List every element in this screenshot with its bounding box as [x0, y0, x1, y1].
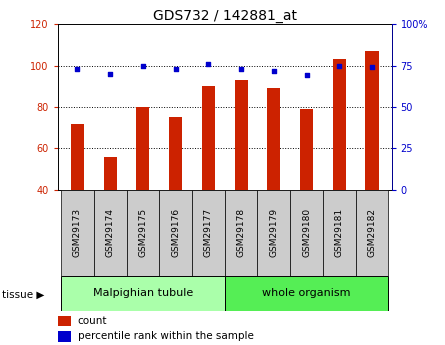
- Bar: [136, 107, 150, 190]
- Bar: [61, 190, 94, 276]
- Point: [238, 66, 245, 72]
- Bar: [333, 59, 346, 190]
- Text: GSM29180: GSM29180: [302, 208, 311, 257]
- Point: [205, 61, 212, 67]
- Text: GSM29177: GSM29177: [204, 208, 213, 257]
- Bar: [258, 190, 290, 276]
- Text: GSM29178: GSM29178: [237, 208, 246, 257]
- Text: GSM29181: GSM29181: [335, 208, 344, 257]
- Point: [270, 68, 277, 73]
- Text: GSM29176: GSM29176: [171, 208, 180, 257]
- Point: [172, 66, 179, 72]
- Bar: [267, 88, 280, 190]
- Text: tissue ▶: tissue ▶: [2, 290, 44, 300]
- Title: GDS732 / 142881_at: GDS732 / 142881_at: [153, 9, 297, 23]
- Text: GSM29175: GSM29175: [138, 208, 147, 257]
- Bar: [192, 190, 225, 276]
- Text: whole organism: whole organism: [262, 288, 351, 298]
- Text: GSM29179: GSM29179: [269, 208, 278, 257]
- Bar: [58, 331, 71, 342]
- Bar: [225, 190, 258, 276]
- Bar: [61, 276, 225, 310]
- Bar: [356, 190, 388, 276]
- Text: GSM29173: GSM29173: [73, 208, 82, 257]
- Bar: [225, 276, 388, 310]
- Point: [336, 63, 343, 68]
- Bar: [58, 316, 71, 326]
- Text: GSM29174: GSM29174: [106, 208, 115, 257]
- Bar: [202, 86, 215, 190]
- Point: [303, 73, 310, 78]
- Bar: [365, 51, 379, 190]
- Bar: [159, 190, 192, 276]
- Point: [74, 66, 81, 72]
- Text: GSM29182: GSM29182: [368, 208, 376, 257]
- Point: [139, 63, 146, 68]
- Bar: [126, 190, 159, 276]
- Point: [368, 65, 376, 70]
- Bar: [94, 190, 126, 276]
- Bar: [104, 157, 117, 190]
- Text: count: count: [78, 316, 107, 326]
- Text: Malpighian tubule: Malpighian tubule: [93, 288, 193, 298]
- Bar: [300, 109, 313, 190]
- Point: [107, 71, 114, 77]
- Bar: [323, 190, 356, 276]
- Bar: [169, 117, 182, 190]
- Bar: [290, 190, 323, 276]
- Bar: [71, 124, 84, 190]
- Bar: [235, 80, 247, 190]
- Text: percentile rank within the sample: percentile rank within the sample: [78, 332, 254, 341]
